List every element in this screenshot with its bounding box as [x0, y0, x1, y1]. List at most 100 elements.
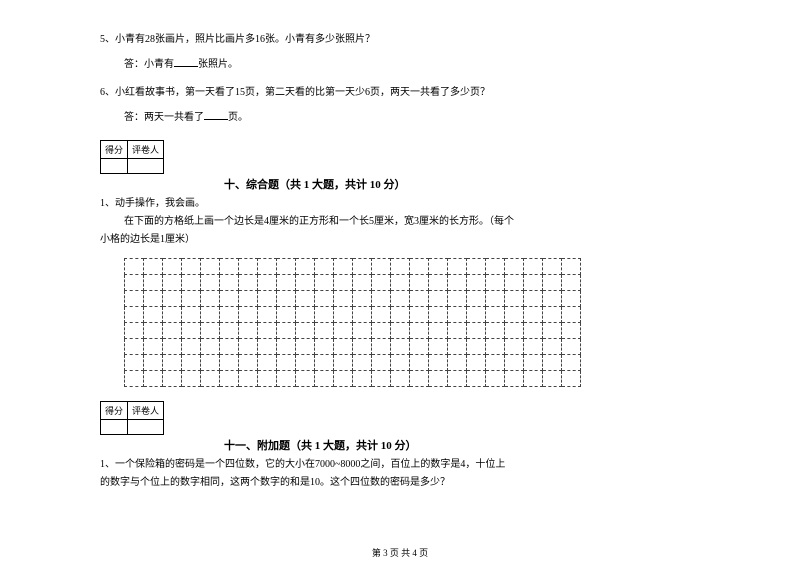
grid-cell	[505, 307, 524, 323]
grid-cell	[239, 291, 258, 307]
q6-blank	[204, 109, 228, 120]
grid-cell	[220, 291, 239, 307]
grid-cell	[201, 275, 220, 291]
grid-cell	[334, 259, 353, 275]
grid-cell	[391, 355, 410, 371]
grid-cell	[467, 291, 486, 307]
score-col1-label: 得分	[101, 141, 128, 159]
grid-cell	[524, 259, 543, 275]
grid-cell	[524, 355, 543, 371]
section11-title: 十一、附加题（共 1 大题，共计 10 分）	[224, 437, 700, 453]
grid-cell	[258, 371, 277, 387]
grid-cell	[296, 307, 315, 323]
grid-cell	[524, 339, 543, 355]
grid-cell	[258, 259, 277, 275]
grid-cell	[220, 323, 239, 339]
grid-cell	[315, 307, 334, 323]
grid-cell	[486, 355, 505, 371]
grid-cell	[201, 323, 220, 339]
grid-cell	[296, 371, 315, 387]
grid-cell	[201, 291, 220, 307]
grid-cell	[258, 339, 277, 355]
grid-cell	[334, 275, 353, 291]
grid-cell	[277, 339, 296, 355]
grid-cell	[410, 371, 429, 387]
grid-cell	[144, 323, 163, 339]
q5-line: 5、小青有28张画片，照片比画片多16张。小青有多少张照片？	[100, 32, 700, 48]
grid-cell	[125, 371, 144, 387]
grid-cell	[486, 275, 505, 291]
grid-cell	[448, 275, 467, 291]
grid-cell	[182, 355, 201, 371]
score-row-header: 得分 评卷人	[101, 141, 164, 159]
grid-cell	[334, 339, 353, 355]
grid-cell	[391, 371, 410, 387]
score-col2-empty	[128, 159, 164, 174]
score-col2-label: 评卷人	[128, 141, 164, 159]
grid-cell	[467, 323, 486, 339]
q6-number: 6、	[100, 87, 115, 98]
s11-q1-line1: 1、一个保险箱的密码是一个四位数，它的大小在7000~8000之间，百位上的数字…	[100, 457, 700, 473]
grid-cell	[296, 323, 315, 339]
grid-cell	[163, 307, 182, 323]
section10-title: 十、综合题（共 1 大题，共计 10 分）	[224, 176, 700, 192]
grid-cell	[201, 371, 220, 387]
grid-cell	[410, 291, 429, 307]
score-row-header-11: 得分 评卷人	[101, 402, 164, 420]
grid-cell	[277, 275, 296, 291]
grid-cell	[543, 371, 562, 387]
grid-cell	[182, 307, 201, 323]
grid-cell	[163, 339, 182, 355]
score-col2-label-11: 评卷人	[128, 402, 164, 420]
grid-cell	[429, 275, 448, 291]
grid-cell	[562, 323, 581, 339]
s10-q1-desc2: 小格的边长是1厘米）	[100, 232, 700, 248]
grid-cell	[315, 371, 334, 387]
grid-cell	[315, 259, 334, 275]
grid-cell	[505, 259, 524, 275]
grid-cell	[353, 371, 372, 387]
grid-cell	[277, 291, 296, 307]
grid-cell	[239, 355, 258, 371]
grid-cell	[410, 339, 429, 355]
grid-cell	[239, 339, 258, 355]
grid-cell	[334, 291, 353, 307]
grid-cell	[372, 371, 391, 387]
grid-cell	[201, 307, 220, 323]
grid-cell	[429, 291, 448, 307]
grid-cell	[144, 371, 163, 387]
grid-cell	[410, 275, 429, 291]
grid-cell	[562, 371, 581, 387]
grid-cell	[125, 275, 144, 291]
score-col1-empty	[101, 159, 128, 174]
grid-cell	[448, 259, 467, 275]
grid-cell	[201, 355, 220, 371]
q6-answer-suffix: 页。	[228, 112, 248, 123]
grid-cell	[182, 371, 201, 387]
grid-cell	[391, 339, 410, 355]
grid-cell	[277, 371, 296, 387]
grid-cell	[524, 291, 543, 307]
grid-cell	[296, 355, 315, 371]
grid-cell	[182, 339, 201, 355]
grid-cell	[467, 371, 486, 387]
s11-q1-text1: 一个保险箱的密码是一个四位数，它的大小在7000~8000之间，百位上的数字是4…	[115, 459, 505, 470]
grid-cell	[467, 307, 486, 323]
page-footer: 第 3 页 共 4 页	[0, 546, 800, 559]
grid-cell	[239, 371, 258, 387]
grid-cell	[144, 275, 163, 291]
grid-cell	[429, 339, 448, 355]
grid-cell	[372, 259, 391, 275]
score-box-11: 得分 评卷人	[100, 401, 164, 435]
grid-cell	[277, 259, 296, 275]
grid-cell	[353, 291, 372, 307]
grid-cell	[524, 307, 543, 323]
grid-cell	[543, 259, 562, 275]
q6-answer-prefix: 答：两天一共看了	[124, 112, 204, 123]
grid-cell	[505, 323, 524, 339]
grid-cell	[391, 323, 410, 339]
grid-cell	[524, 275, 543, 291]
grid-cell	[505, 291, 524, 307]
grid-cell	[543, 307, 562, 323]
q6-line: 6、小红看故事书，第一天看了15页，第二天看的比第一天少6页，两天一共看了多少页…	[100, 85, 700, 101]
